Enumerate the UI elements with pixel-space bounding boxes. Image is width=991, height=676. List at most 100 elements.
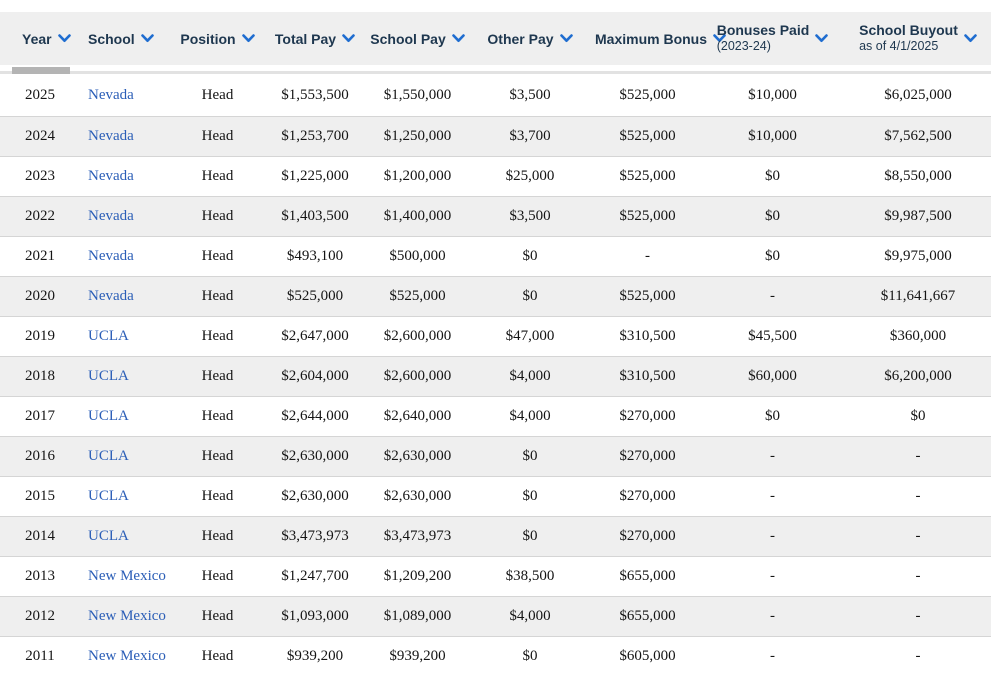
column-header-other-pay[interactable]: Other Pay — [465, 12, 595, 65]
school-cell: UCLA — [80, 396, 175, 436]
year-cell: 2020 — [25, 287, 55, 304]
year-cell: 2023 — [25, 167, 55, 184]
maximum-bonus-cell: $605,000 — [619, 647, 676, 664]
total-pay-cell: $2,604,000 — [281, 367, 349, 384]
table-row: 2020 Nevada Head $525,000 $525,000 $0 $5… — [0, 276, 991, 316]
maximum-bonus-cell: $270,000 — [619, 527, 676, 544]
school-pay-cell: $1,400,000 — [383, 207, 452, 224]
maximum-bonus-cell: $310,500 — [619, 367, 676, 384]
other-pay-cell: $25,000 — [505, 167, 555, 184]
position-cell: Head — [201, 527, 234, 544]
bonuses-paid-cell: - — [770, 527, 775, 544]
school-link[interactable]: UCLA — [88, 367, 129, 384]
year-cell: 2013 — [25, 567, 55, 584]
column-header-school[interactable]: School — [80, 12, 175, 65]
maximum-bonus-cell: $525,000 — [619, 87, 676, 104]
table-row: 2024 Nevada Head $1,253,700 $1,250,000 $… — [0, 116, 991, 156]
school-buyout-cell: - — [915, 647, 921, 664]
column-header-maximum-bonus[interactable]: Maximum Bonus — [595, 12, 726, 65]
total-pay-cell: $3,473,973 — [281, 527, 349, 544]
column-header-school-buyout[interactable]: School Buyout as of 4/1/2025 — [845, 12, 991, 65]
position-cell: Head — [201, 327, 234, 344]
bonuses-paid-cell: $0 — [765, 207, 780, 224]
other-pay-cell: $3,700 — [509, 127, 551, 144]
school-link[interactable]: New Mexico — [88, 607, 166, 624]
horizontal-scrollbar[interactable] — [0, 65, 991, 76]
year-cell: 2014 — [25, 527, 55, 544]
scrollbar-thumb[interactable] — [12, 67, 70, 74]
school-cell: Nevada — [80, 196, 175, 236]
scrollbar-track[interactable] — [0, 71, 991, 74]
school-pay-cell: $1,550,000 — [383, 87, 452, 104]
school-buyout-cell: $360,000 — [889, 327, 947, 344]
school-buyout-cell: - — [915, 607, 921, 624]
school-cell: Nevada — [80, 156, 175, 196]
column-label: Position — [180, 30, 236, 47]
column-header-school-pay[interactable]: School Pay — [370, 12, 465, 65]
other-pay-cell: $0 — [522, 527, 538, 544]
table-row: 2019 UCLA Head $2,647,000 $2,600,000 $47… — [0, 316, 991, 356]
bonuses-paid-cell: $60,000 — [748, 367, 797, 384]
column-header-position[interactable]: Position — [175, 12, 260, 65]
position-cell: Head — [201, 407, 234, 424]
school-pay-cell: $500,000 — [389, 247, 446, 264]
column-sublabel: as of 4/1/2025 — [859, 39, 939, 54]
bonuses-paid-cell: - — [770, 447, 775, 464]
other-pay-cell: $0 — [522, 247, 538, 264]
position-cell: Head — [201, 567, 234, 584]
school-link[interactable]: Nevada — [88, 247, 134, 264]
school-link[interactable]: Nevada — [88, 167, 134, 184]
school-buyout-cell: $9,975,000 — [884, 247, 952, 264]
position-cell: Head — [201, 607, 234, 624]
school-buyout-cell: $7,562,500 — [884, 127, 952, 144]
school-link[interactable]: Nevada — [88, 127, 134, 144]
other-pay-cell: $0 — [522, 487, 538, 504]
chevron-down-icon — [451, 34, 465, 42]
school-cell: UCLA — [80, 436, 175, 476]
table-row: 2022 Nevada Head $1,403,500 $1,400,000 $… — [0, 196, 991, 236]
school-link[interactable]: UCLA — [88, 447, 129, 464]
column-header-total-pay[interactable]: Total Pay — [260, 12, 370, 65]
school-link[interactable]: Nevada — [88, 87, 134, 104]
school-link[interactable]: New Mexico — [88, 647, 166, 664]
other-pay-cell: $4,000 — [509, 367, 551, 384]
bonuses-paid-cell: - — [770, 607, 775, 624]
chevron-down-icon — [815, 34, 829, 42]
total-pay-cell: $939,200 — [286, 647, 344, 664]
maximum-bonus-cell: - — [645, 247, 650, 264]
table-row: 2013 New Mexico Head $1,247,700 $1,209,2… — [0, 556, 991, 596]
school-link[interactable]: New Mexico — [88, 567, 166, 584]
column-header-year[interactable]: Year — [0, 12, 80, 65]
other-pay-cell: $4,000 — [509, 607, 551, 624]
other-pay-cell: $0 — [522, 287, 538, 304]
school-link[interactable]: UCLA — [88, 527, 129, 544]
school-buyout-cell: - — [915, 487, 921, 504]
school-link[interactable]: UCLA — [88, 407, 129, 424]
column-header-bonuses-paid[interactable]: Bonuses Paid (2023-24) — [700, 12, 845, 65]
school-link[interactable]: Nevada — [88, 287, 134, 304]
school-pay-cell: $525,000 — [389, 287, 446, 304]
year-cell: 2012 — [25, 607, 55, 624]
position-cell: Head — [201, 287, 234, 304]
total-pay-cell: $1,553,500 — [281, 87, 349, 104]
school-pay-cell: $1,089,000 — [383, 607, 452, 624]
table-row: 2015 UCLA Head $2,630,000 $2,630,000 $0 … — [0, 476, 991, 516]
bonuses-paid-cell: - — [770, 487, 775, 504]
school-link[interactable]: UCLA — [88, 327, 129, 344]
position-cell: Head — [201, 247, 234, 264]
school-pay-cell: $1,200,000 — [383, 167, 452, 184]
school-pay-cell: $1,250,000 — [383, 127, 452, 144]
school-pay-cell: $2,640,000 — [383, 407, 452, 424]
school-buyout-cell: $6,025,000 — [884, 87, 952, 104]
maximum-bonus-cell: $270,000 — [619, 487, 676, 504]
school-link[interactable]: UCLA — [88, 487, 129, 504]
total-pay-cell: $525,000 — [286, 287, 344, 304]
year-cell: 2011 — [25, 647, 55, 664]
bonuses-paid-cell: $10,000 — [748, 127, 797, 144]
table-header: Year School Position — [0, 12, 991, 65]
position-cell: Head — [201, 207, 234, 224]
school-link[interactable]: Nevada — [88, 207, 134, 224]
school-buyout-cell: - — [915, 527, 921, 544]
coach-salary-table-body: 2025 Nevada Head $1,553,500 $1,550,000 $… — [0, 76, 991, 676]
bonuses-paid-cell: $0 — [765, 407, 780, 424]
